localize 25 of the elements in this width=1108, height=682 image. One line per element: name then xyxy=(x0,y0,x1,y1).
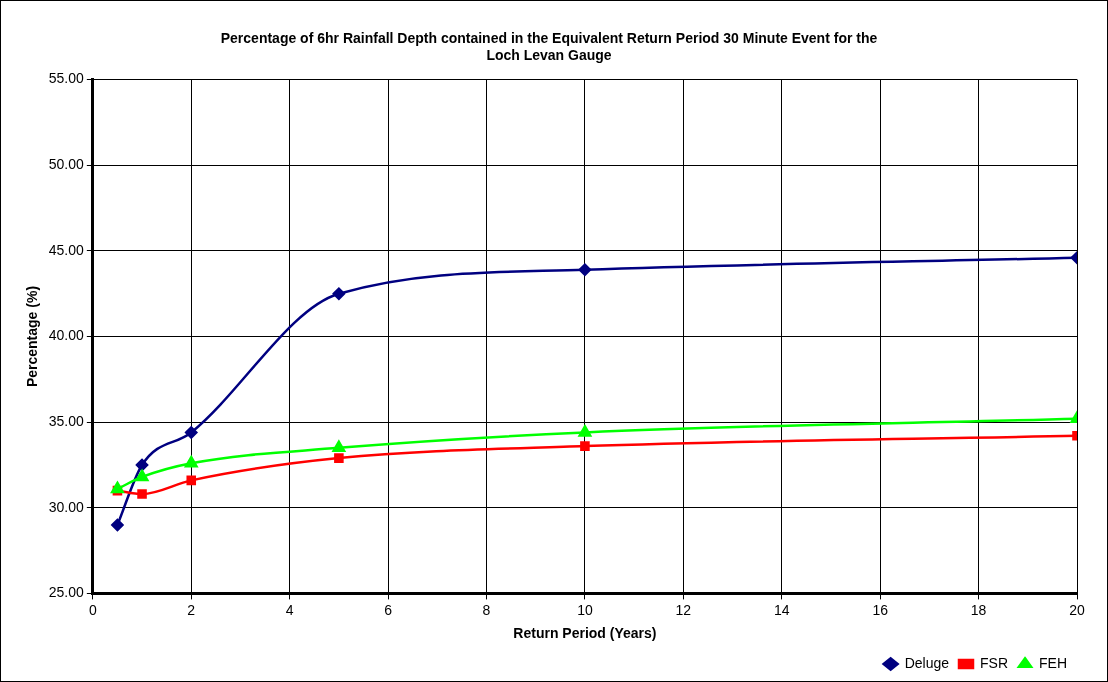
x-tick-label: 16 xyxy=(872,601,889,618)
y-tick-label: 25.00 xyxy=(48,584,85,601)
x-tick-label: 6 xyxy=(384,601,393,618)
text: Loch Levan Gauge xyxy=(486,47,612,64)
y-tick-label: 50.00 xyxy=(48,156,85,173)
legend-label: Deluge xyxy=(904,654,950,671)
x-tick-label: 14 xyxy=(773,601,790,618)
x-tick-label: 20 xyxy=(1069,601,1085,618)
x-tick-label: 12 xyxy=(675,601,692,618)
x-tick-label: 18 xyxy=(970,601,987,618)
legend-label: FEH xyxy=(1039,654,1067,671)
text: Percentage of 6hr Rainfall Depth contained in the Equivalent Return Period 30 Minute Event for the xyxy=(220,30,878,47)
x-tick-label: 10 xyxy=(577,601,593,618)
legend-label: FSR xyxy=(980,654,1008,671)
y-tick-label: 45.00 xyxy=(48,241,85,258)
x-axis-title: Return Period (Years) xyxy=(513,625,657,642)
x-tick-label: 0 xyxy=(88,601,97,618)
y-tick-label: 40.00 xyxy=(48,327,85,344)
y-axis-title: Percentage (%) xyxy=(24,285,41,388)
y-tick-label: 30.00 xyxy=(48,498,85,515)
y-tick-label: 35.00 xyxy=(48,412,85,429)
x-tick-label: 8 xyxy=(482,601,491,618)
y-tick-label: 55.00 xyxy=(48,70,85,87)
x-tick-label: 2 xyxy=(187,601,196,618)
x-tick-label: 4 xyxy=(285,601,294,618)
